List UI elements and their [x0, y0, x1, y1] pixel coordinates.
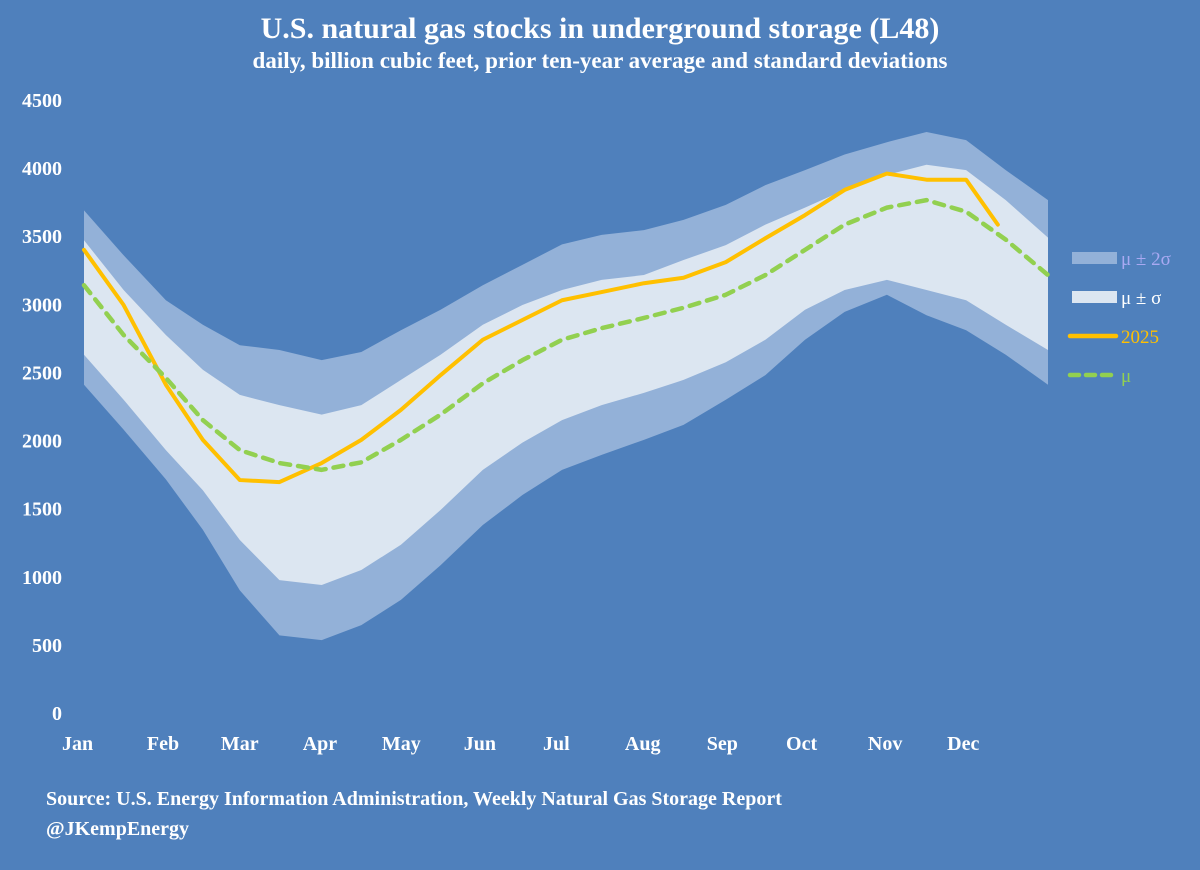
y-tick-label: 2500	[22, 362, 62, 384]
x-tick-label: Jul	[543, 733, 570, 755]
x-tick-label: Sep	[707, 733, 738, 755]
y-tick-label: 3500	[22, 226, 62, 248]
credit-note: @JKempEnergy	[46, 818, 190, 840]
x-tick-label: Feb	[147, 733, 179, 755]
legend-swatch	[1072, 291, 1117, 303]
y-tick-label: 1000	[22, 567, 62, 589]
series-mean-line	[81, 197, 1051, 473]
legend-label: μ ± σ	[1121, 288, 1161, 309]
x-tick-label: Jun	[464, 733, 496, 755]
series-2025-line	[82, 171, 1000, 485]
y-tick-label: 500	[32, 635, 62, 657]
x-tick-label: Jan	[62, 733, 93, 755]
legend-label: μ ± 2σ	[1121, 249, 1171, 270]
x-tick-label: Oct	[786, 733, 817, 755]
source-note: Source: U.S. Energy Information Administ…	[46, 788, 782, 810]
y-tick-label: 1500	[22, 499, 62, 521]
y-tick-label: 0	[52, 703, 62, 725]
legend-label: 2025	[1121, 327, 1159, 348]
x-tick-label: Aug	[625, 733, 661, 755]
x-tick-label: Dec	[947, 733, 979, 755]
legend-label: μ	[1121, 366, 1131, 387]
x-tick-label: Apr	[303, 733, 338, 755]
y-tick-label: 4500	[22, 90, 62, 112]
y-tick-label: 3000	[22, 294, 62, 316]
y-tick-label: 2000	[22, 431, 62, 453]
chart-title: U.S. natural gas stocks in underground s…	[260, 12, 940, 45]
band-1sigma	[84, 164, 1048, 585]
x-tick-label: Mar	[221, 733, 259, 755]
legend-swatch	[1072, 252, 1117, 264]
x-tick-label: Nov	[868, 733, 902, 755]
chart-subtitle: daily, billion cubic feet, prior ten-yea…	[252, 48, 948, 73]
x-tick-label: May	[382, 733, 421, 755]
y-tick-label: 4000	[22, 158, 62, 180]
